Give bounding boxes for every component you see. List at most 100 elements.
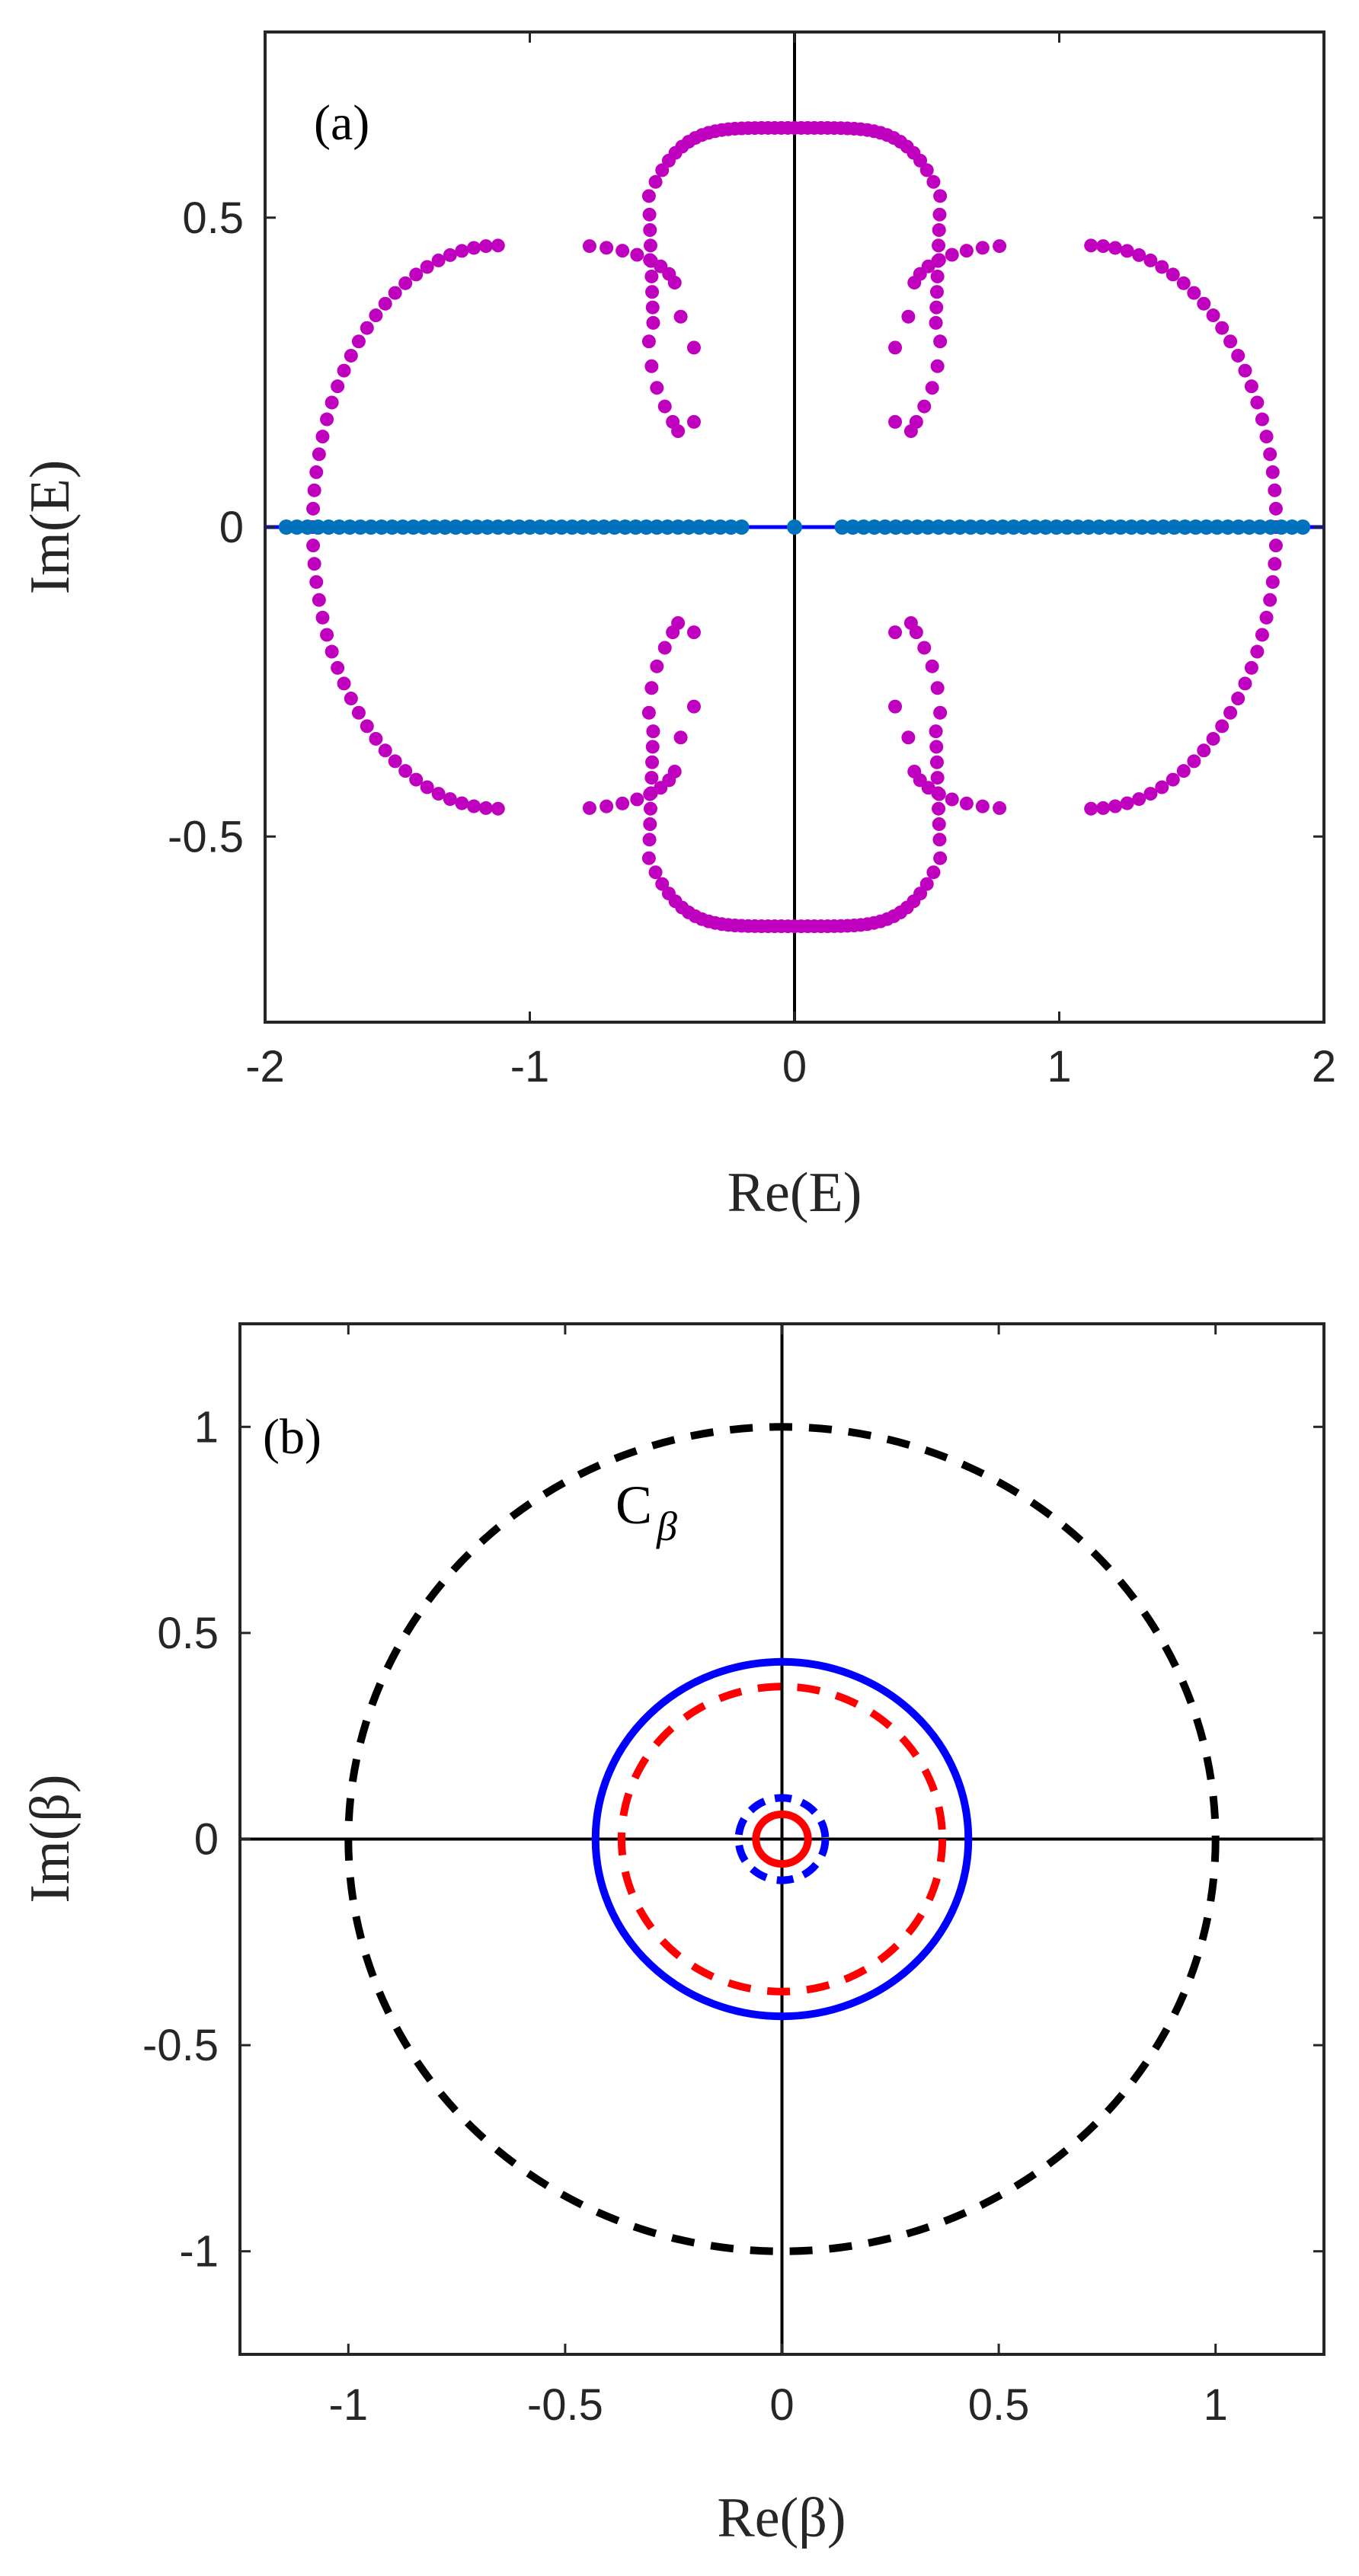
eigenvalue-point: [420, 780, 434, 794]
real-eigenvalue-point: [1209, 519, 1225, 535]
real-eigenvalue-point: [1092, 519, 1108, 535]
real-eigenvalue-point: [1230, 519, 1246, 535]
eigenvalue-point: [1166, 772, 1180, 787]
panel-a-ylabel: Im(E): [19, 460, 82, 595]
eigenvalue-point: [1084, 238, 1098, 253]
eigenvalue-point: [655, 877, 670, 891]
eigenvalue-point: [1197, 296, 1211, 311]
eigenvalue-point: [360, 321, 374, 335]
real-eigenvalue-point: [1059, 519, 1075, 535]
eigenvalue-point: [888, 699, 903, 714]
eigenvalue-point: [1166, 267, 1180, 282]
real-eigenvalue-point: [866, 519, 882, 535]
eigenvalue-point: [1255, 628, 1269, 642]
eigenvalue-point: [1215, 719, 1229, 733]
eigenvalue-point: [959, 796, 974, 810]
real-eigenvalue-point: [299, 519, 315, 535]
eigenvalue-point: [600, 241, 614, 255]
real-eigenvalue-point: [1016, 519, 1032, 535]
eigenvalue-point: [344, 348, 358, 363]
real-eigenvalue-point: [963, 519, 979, 535]
y-tick-label: -0.5: [168, 812, 244, 861]
circle-series-2: [617, 1683, 947, 1996]
real-eigenvalue-point: [353, 519, 369, 535]
eigenvalue-point: [907, 276, 922, 290]
eigenvalue-point: [369, 731, 383, 746]
x-tick-label: 0.5: [968, 2380, 1030, 2430]
eigenvalue-point: [478, 801, 493, 815]
real-eigenvalue-point: [1027, 519, 1043, 535]
eigenvalue-point: [378, 296, 392, 311]
real-eigenvalue-point: [1134, 519, 1150, 535]
annotation-base: C: [616, 1475, 652, 1536]
eigenvalue-point: [1197, 743, 1211, 758]
eigenvalue-point: [930, 269, 945, 283]
real-eigenvalue-point: [1166, 519, 1182, 535]
eigenvalue-point: [320, 412, 334, 427]
eigenvalue-point: [945, 248, 959, 262]
eigenvalue-point: [657, 399, 672, 414]
y-tick-label: 0: [194, 1815, 219, 1865]
eigenvalue-point: [933, 189, 948, 203]
real-eigenvalue-point: [1263, 519, 1279, 535]
eigenvalue-point: [645, 740, 660, 754]
eigenvalue-point: [919, 877, 934, 891]
eigenvalue-point: [641, 189, 656, 203]
eigenvalue-point: [309, 575, 324, 590]
eigenvalue-point: [641, 851, 656, 865]
panel-a-x-ticks: -2 -1 0 1 2: [245, 32, 1336, 1091]
eigenvalue-point: [1215, 321, 1229, 335]
real-eigenvalue-point: [373, 519, 389, 535]
x-tick-label: 0: [769, 2380, 794, 2430]
y-tick-label: 0.5: [157, 1609, 219, 1658]
eigenvalue-point: [1259, 610, 1274, 625]
panel-b-ylabel: Im(β): [19, 1774, 82, 1903]
real-eigenvalue-point: [395, 519, 411, 535]
eigenvalue-point: [929, 315, 943, 330]
eigenvalue-point: [932, 207, 947, 222]
eigenvalue-point: [644, 681, 659, 695]
panel-a-y-ticks: -0.5 0 0.5: [168, 193, 1324, 861]
eigenvalue-point: [643, 238, 657, 253]
panel-a-xlabel: Re(E): [727, 1162, 862, 1224]
real-eigenvalue-point: [1274, 519, 1290, 535]
eigenvalue-point: [1244, 379, 1258, 394]
x-tick-label: 1: [1204, 2380, 1228, 2430]
eigenvalue-point: [1255, 412, 1269, 427]
eigenvalue-point: [491, 238, 505, 253]
eigenvalue-point: [888, 625, 903, 640]
real-eigenvalue-point: [1198, 519, 1214, 535]
real-eigenvalue-point: [606, 519, 622, 535]
real-eigenvalue-point: [405, 519, 421, 535]
real-eigenvalue-point: [649, 519, 665, 535]
eigenvalue-point: [933, 334, 948, 349]
eigenvalue-point: [325, 644, 339, 659]
eigenvalue-point: [1265, 575, 1280, 590]
eigenvalue-point: [455, 244, 469, 258]
eigenvalue-point: [1244, 660, 1258, 675]
eigenvalue-point: [1187, 754, 1201, 769]
circle-series-3: [734, 1794, 830, 1884]
eigenvalue-point: [650, 659, 664, 673]
eigenvalue-point: [929, 740, 944, 754]
real-eigenvalue-point: [331, 519, 347, 535]
eigenvalue-point: [344, 692, 358, 706]
eigenvalue-point: [933, 851, 948, 865]
eigenvalue-point: [1176, 764, 1191, 778]
eigenvalue-point: [455, 796, 469, 810]
real-eigenvalue-point: [1006, 519, 1022, 535]
eigenvalue-point: [925, 381, 939, 395]
eigenvalue-point: [645, 300, 660, 315]
circle-series-1: [591, 1657, 973, 2021]
eigenvalue-point: [1096, 239, 1111, 254]
real-eigenvalue-point: [321, 519, 337, 535]
eigenvalue-point: [1108, 799, 1122, 813]
eigenvalue-point: [673, 730, 688, 745]
eigenvalue-point: [1084, 801, 1098, 816]
real-eigenvalue-point: [942, 519, 958, 535]
real-eigenvalue-point: [1295, 519, 1311, 535]
eigenvalue-point: [919, 163, 934, 177]
